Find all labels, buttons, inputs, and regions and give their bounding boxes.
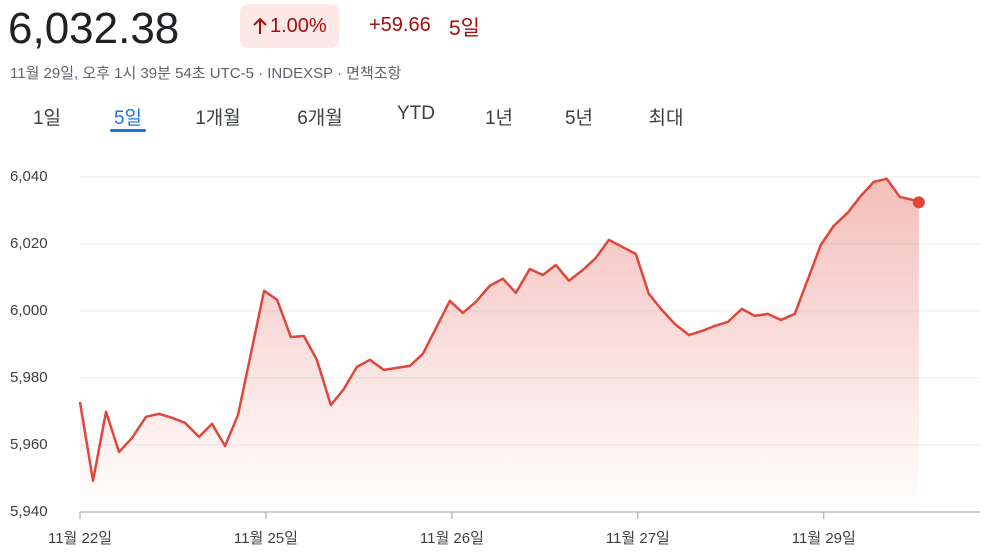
y-tick-label: 5,940 (10, 503, 48, 520)
range-tab[interactable]: 5년 (564, 108, 594, 129)
x-tick-label: 11월 22일 (48, 530, 112, 547)
range-tab[interactable]: 6개월 (297, 108, 343, 129)
change-badge: 1.00% (240, 4, 339, 48)
x-tick-label: 11월 29일 (792, 530, 856, 547)
price: 6,032.38 (8, 4, 180, 53)
tab-underline (110, 129, 146, 132)
range-tab[interactable]: 최대 (648, 108, 684, 129)
change-pct: 1.00% (270, 15, 327, 37)
y-tick-label: 6,020 (10, 235, 48, 252)
x-tick-label: 11월 25일 (234, 530, 298, 547)
y-tick-label: 6,000 (10, 302, 48, 319)
y-tick-label: 5,960 (10, 436, 48, 453)
range-tab[interactable]: 1일 (32, 108, 62, 129)
up-arrow (253, 17, 267, 34)
timestamp: 11월 29일, 오후 1시 39분 54초 UTC-5 · INDEXSP ·… (10, 65, 402, 82)
y-tick-label: 6,040 (10, 168, 48, 185)
x-tick-label: 11월 26일 (420, 530, 484, 547)
x-tick-label: 11월 27일 (606, 530, 670, 547)
price-line (78, 177, 920, 483)
range-tab[interactable]: YTD (397, 103, 435, 124)
last-point (912, 196, 925, 209)
range-tab[interactable]: 1년 (484, 108, 514, 129)
change-abs: +59.66 (369, 14, 431, 36)
change-period: 5일 (449, 17, 480, 40)
range-tab[interactable]: 5일 (113, 108, 143, 129)
y-tick-label: 5,980 (10, 369, 48, 386)
range-tab[interactable]: 1개월 (195, 108, 241, 129)
area (80, 178, 919, 512)
